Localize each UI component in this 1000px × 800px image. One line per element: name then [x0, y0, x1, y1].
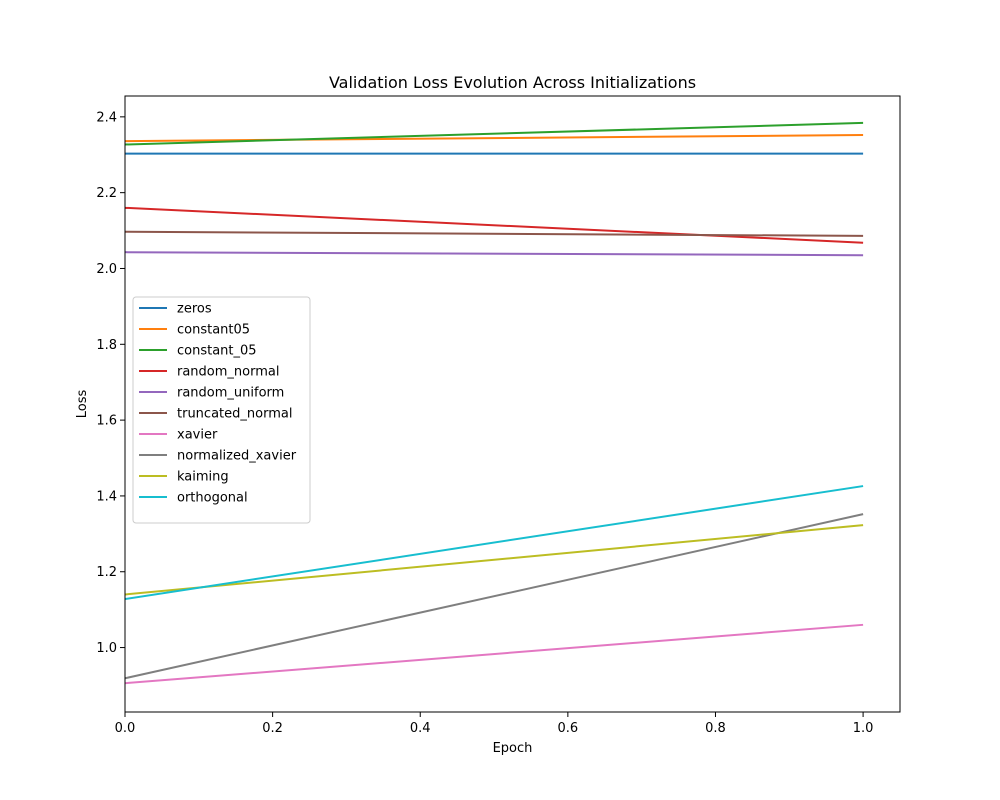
x-axis-label: Epoch [493, 741, 533, 756]
y-tick-label: 2.2 [96, 186, 117, 201]
series-line-random-uniform [124, 251, 864, 257]
series-line-kaiming [124, 524, 864, 596]
series-line-orthogonal [124, 485, 864, 601]
y-tick-label: 1.4 [96, 489, 117, 504]
y-tick-label: 1.0 [96, 641, 117, 656]
x-tick-label: 0.8 [705, 721, 726, 736]
plot-frame [124, 95, 901, 713]
legend-label-orthogonal: orthogonal [177, 491, 248, 506]
legend-label-kaiming: kaiming [177, 470, 229, 485]
series-line-constant-05 [124, 121, 864, 146]
series-line-truncated-normal [124, 230, 864, 237]
series-line-xavier [124, 623, 864, 685]
legend-label-constant05: constant05 [177, 323, 250, 338]
legend-label-zeros: zeros [177, 302, 212, 317]
legend-box [132, 296, 311, 524]
x-tick-label: 0.2 [262, 721, 283, 736]
x-tick-label: 0.4 [410, 721, 431, 736]
legend-label-random-uniform: random_uniform [177, 386, 284, 401]
y-tick-label: 1.6 [96, 414, 117, 429]
x-axis: 0.0 0.2 0.4 0.6 0.8 1.0 [115, 712, 874, 736]
y-axis: 1.0 1.2 1.4 1.6 1.8 2.0 2.2 2.4 [96, 110, 125, 656]
y-tick-label: 2.0 [96, 262, 117, 277]
legend-label-normalized-xavier: normalized_xavier [177, 449, 297, 464]
legend-label-constant-05: constant_05 [177, 344, 257, 359]
x-tick-label: 0.6 [558, 721, 579, 736]
y-axis-label: Loss [75, 390, 90, 419]
legend-label-xavier: xavier [177, 428, 218, 443]
y-tick-label: 1.2 [96, 565, 117, 580]
y-tick-label: 2.4 [96, 110, 117, 125]
x-tick-label: 0.0 [115, 721, 136, 736]
series-line-normalized-xavier [124, 513, 864, 680]
x-tick-label: 1.0 [853, 721, 874, 736]
series-layer [124, 121, 864, 685]
series-line-random-normal [124, 206, 864, 244]
legend: zeros constant05 constant_05 random_normalr… [132, 296, 311, 524]
chart-title: Validation Loss Evolution Across Initial… [329, 73, 696, 92]
legend-label-truncated-normal: truncated_normal [177, 407, 292, 422]
y-tick-label: 1.8 [96, 338, 117, 353]
legend-label-random-normal: random_normal [177, 365, 279, 380]
